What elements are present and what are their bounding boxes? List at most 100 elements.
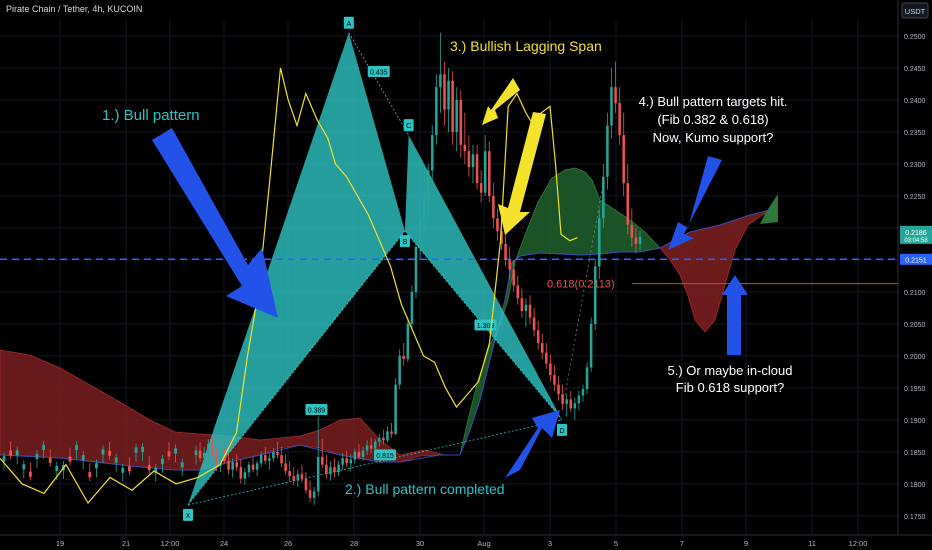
candle-body [638,236,642,244]
candle-body [349,459,353,464]
y-tick-label: 0.2350 [904,130,926,137]
candle-body [410,291,414,324]
candle-body [602,176,605,219]
x-tick-label: 5 [614,539,618,548]
x-tick-label: Aug [477,539,490,548]
harmonic-point-label: A [346,21,351,28]
candle-body [114,457,118,463]
candle-body [557,384,560,395]
candle-body [161,458,164,464]
candle-body [532,317,536,331]
harmonic-point-box [183,508,193,521]
candle-body [447,80,450,110]
candle-body [167,451,171,457]
candle-body [272,451,275,459]
candle-body [418,218,422,248]
harmonic-point-box [403,119,414,132]
candle-body [398,355,401,385]
y-tick-label: 0.2000 [904,354,926,361]
candle-body [308,490,312,498]
candle-body [333,467,336,473]
candle-body [280,455,283,464]
candle-body [626,183,630,225]
candle-body [585,367,589,390]
candle-body [174,448,177,454]
price-tag-countdown: 03:04:58 [904,238,928,244]
candle-body [565,399,568,404]
candle-body [223,456,226,461]
y-axis: 0.25000.24500.24000.23500.23000.22500.22… [904,34,926,521]
x-tick-label: 9 [744,539,748,548]
x-tick-label: 11 [808,539,816,548]
currency-label: USDT [905,7,926,16]
candle-body [263,455,267,461]
candle-body [492,195,495,219]
candle-body [467,151,471,168]
candle-body [528,304,532,318]
price-tag-box [900,253,932,265]
candle-body [329,467,332,475]
candle-body [378,437,381,442]
price-tag-value: 0.2186 [905,230,927,237]
x-tick-label: 26 [284,539,292,548]
candle-body [504,243,507,260]
annotation-fib-support: Fib 0.618 support? [676,380,784,395]
y-tick-label: 0.2250 [904,194,926,201]
y-tick-label: 0.2500 [904,34,926,41]
candle-body [68,456,72,462]
x-tick-label: 24 [220,539,228,548]
arrow-pattern-completed [505,410,560,478]
candle-body [345,458,348,464]
candle-body [463,144,467,152]
candle-body [373,441,377,449]
harmonic-point-label: D [559,428,564,435]
y-tick-label: 0.1900 [904,418,926,425]
candle-body [247,464,251,473]
x-tick-label: 28 [350,539,358,548]
candle-body [622,135,625,184]
candle-body [508,259,511,270]
candle-body [475,154,479,184]
candle-body [288,471,291,477]
candle-body [239,467,243,479]
candle-body [593,266,597,324]
candle-body [402,355,406,360]
kumo-span-b-mid [459,247,661,456]
currency-badge[interactable] [901,2,929,19]
candle-body [479,183,483,193]
candle-body [496,218,499,232]
arrow-lagging-span-main [498,112,546,235]
symbol-title: Pirate Chain / Tether, 4h, KUCOIN [6,4,142,14]
candle-body [471,154,475,168]
candle-body [9,450,12,456]
y-tick-label: 0.2050 [904,322,926,329]
candle-body [121,467,125,473]
candle-body [369,445,373,449]
arrow-lagging-span-small [482,78,520,125]
candle-body [577,395,581,404]
candle-body [75,444,78,451]
candle-body [443,74,446,110]
arrow-kumo-support [668,156,722,250]
candle-body [414,247,418,292]
candle-body [341,458,344,465]
candle-body [128,466,131,472]
x-tick-label: 12:00 [849,539,868,548]
candle-body [316,456,320,492]
candle-body [235,462,238,468]
arrow-bull-pattern [152,128,278,318]
candle-body [134,447,138,453]
candle-body [55,465,59,471]
candle-body [48,457,52,463]
candle-body [610,87,613,126]
candle-body [202,453,206,459]
candles [2,32,642,505]
y-tick-label: 0.2300 [904,162,926,169]
y-tick-label: 0.1750 [904,514,926,521]
candle-body [22,464,26,470]
candle-body [296,474,300,481]
candle-body [194,450,198,456]
candle-body [251,464,255,470]
